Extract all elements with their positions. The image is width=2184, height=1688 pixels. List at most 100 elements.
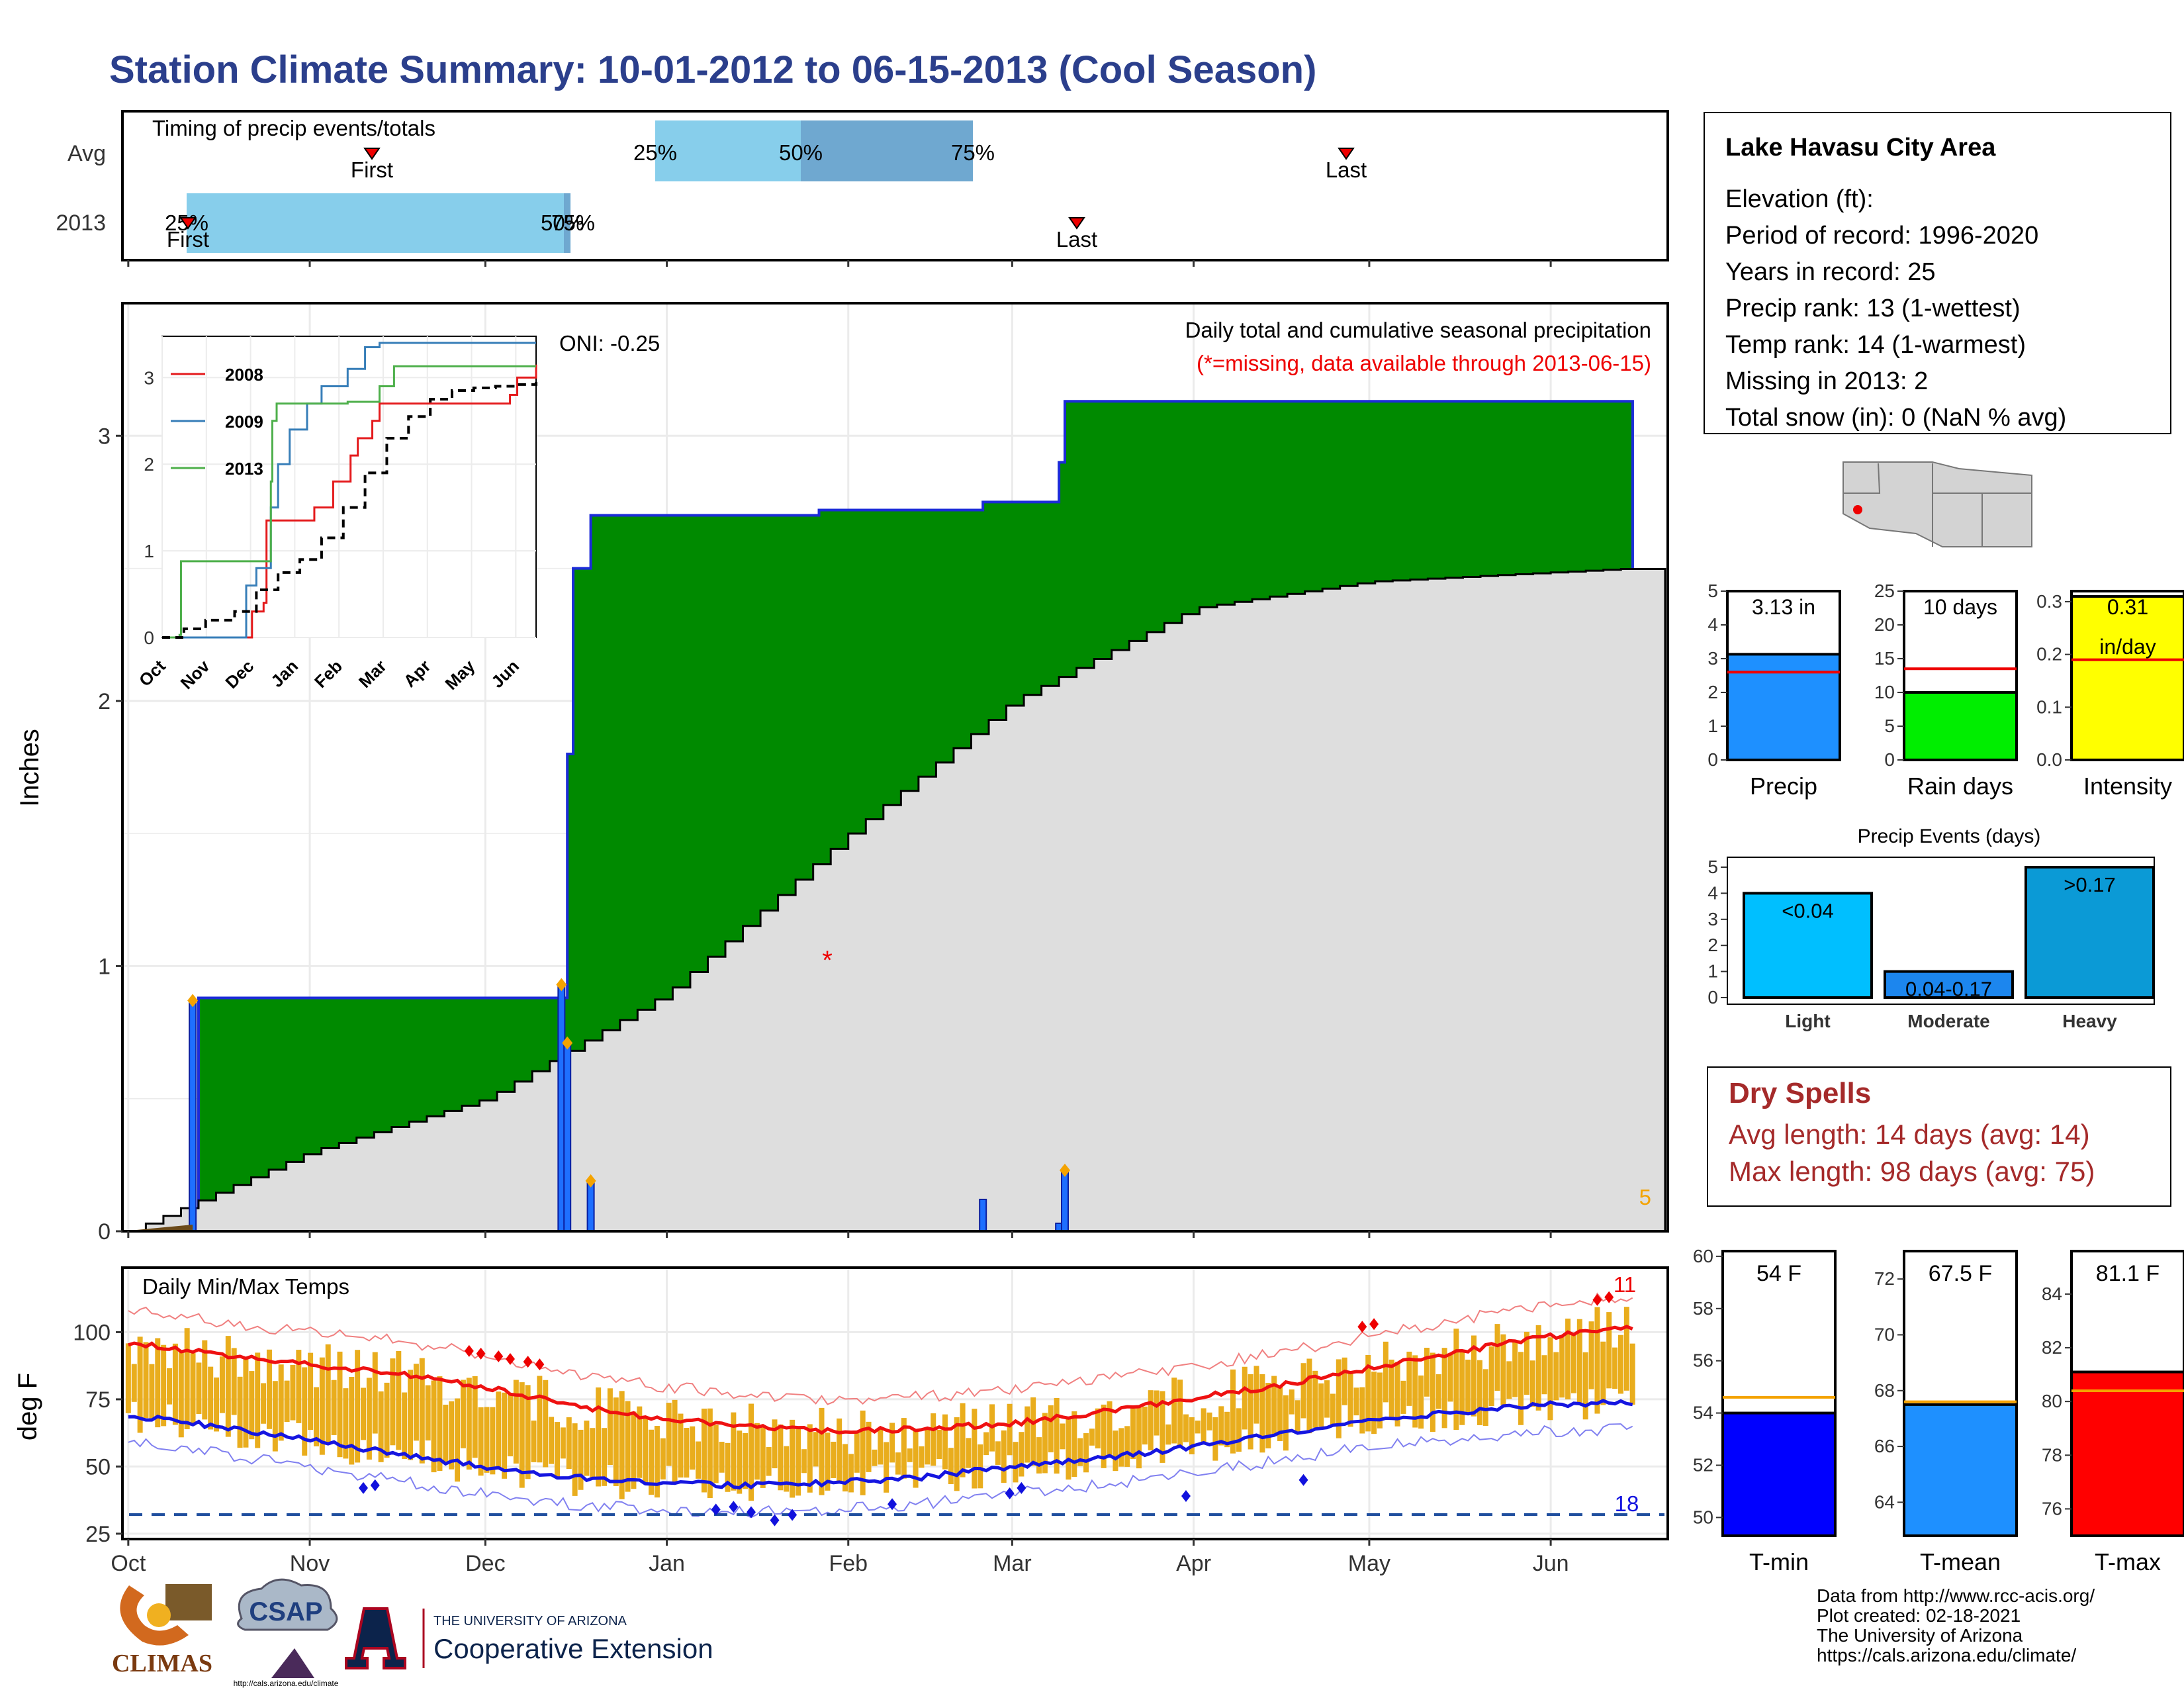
daily-temp-bar (507, 1393, 513, 1457)
daily-temp-bar (884, 1442, 889, 1493)
daily-temp-bar (384, 1382, 390, 1458)
daily-temp-bar (149, 1364, 155, 1421)
precip-events: Precip Events (days) 0 1 2 3 4 5 <0.04 Light 0.0… (1707, 825, 2155, 1031)
daily-temp-bar (1042, 1413, 1048, 1474)
events-tick-label: 1 (1707, 961, 1718, 982)
inset-series-2009 (162, 342, 536, 639)
daily-temp-bar (478, 1407, 484, 1476)
daily-temp-bar (684, 1428, 690, 1478)
daily-temp-bar (1529, 1360, 1535, 1407)
daily-temp-bar (1136, 1407, 1142, 1469)
daily-precip-diamond (1059, 1163, 1070, 1177)
mini-bar-tick-label: 0 (1707, 749, 1718, 770)
daily-temp-bar (1312, 1370, 1318, 1428)
daily-temp-bar (637, 1406, 643, 1478)
mini-bar-tick-label: 10 (1874, 682, 1895, 702)
precip-yticks: 0 1 2 3 (98, 424, 1552, 1244)
temp-summary-tick-label: 54 (1693, 1403, 1713, 1423)
temp-summary-tick-label: 60 (1693, 1246, 1713, 1266)
daily-temp-bar (1142, 1406, 1148, 1445)
daily-temp-bar (196, 1362, 202, 1415)
daily-temp-bar (907, 1448, 913, 1462)
daily-temp-bar (1559, 1335, 1565, 1398)
dry-max-line: Max length: 98 days (avg: 75) (1729, 1156, 2095, 1187)
daily-temp-bar (554, 1422, 560, 1478)
daily-temp-bar (502, 1392, 508, 1479)
daily-temp-bar (284, 1380, 290, 1423)
daily-temp-bar (1036, 1437, 1042, 1474)
temp-frame (121, 1266, 1669, 1540)
daily-temp-bar (1318, 1383, 1324, 1427)
daily-temp-bar (1600, 1341, 1606, 1405)
events-bar (1884, 970, 2014, 999)
daily-precip-diamond (585, 1174, 596, 1188)
temp-summary-tick-label: 70 (1874, 1324, 1895, 1344)
mini-bar-value-text: 10 days (1923, 595, 1997, 619)
temp-xtick-label: Jan (649, 1551, 685, 1576)
temp-xtick-label: Dec (465, 1551, 505, 1576)
daily-temp-bar (931, 1413, 936, 1466)
events-bar (1743, 892, 1873, 1000)
temp-xtick-label: Mar (993, 1551, 1032, 1576)
daily-temp-bar (1324, 1380, 1330, 1418)
daily-temp-bar (901, 1418, 907, 1479)
daily-temp-bar (402, 1392, 408, 1460)
temp-summary-value (1903, 1403, 2018, 1538)
mini-bar-tick-label: 5 (1707, 581, 1718, 601)
daily-temp-bar (237, 1376, 243, 1448)
temp-xtick-label: Nov (290, 1551, 330, 1576)
daily-temp-bar (1124, 1426, 1130, 1467)
events-bar-label: Heavy (2062, 1011, 2117, 1031)
daily-temp-bar (308, 1352, 314, 1430)
temp-summary-tick-label: 66 (1874, 1436, 1895, 1456)
daily-temp-bar (837, 1418, 842, 1483)
temp-summary-tick-label: 82 (2042, 1337, 2062, 1358)
mini-bar-label: Precip (1750, 773, 1817, 800)
daily-temp-bar (266, 1349, 272, 1429)
temp-summary-text: 54 F (1756, 1261, 1801, 1286)
daily-temp-bar (1177, 1380, 1183, 1447)
temp-record-diamond (1181, 1490, 1191, 1503)
events-title: Precip Events (days) (1858, 825, 2041, 847)
daily-temp-bar (261, 1383, 267, 1424)
daily-temp-bar (654, 1426, 660, 1498)
daily-temp-bar (737, 1430, 743, 1494)
daily-temp-bar (1512, 1340, 1518, 1397)
temp-yticks: 25 50 75 100 (73, 1320, 122, 1547)
daily-temp-bar (278, 1364, 284, 1441)
csap-logo: CSAP http://cals.arizona.edu/climate (234, 1578, 339, 1688)
y2013-last-label: Last (1056, 227, 1097, 252)
daily-temp-bar (1154, 1390, 1160, 1436)
daily-temp-bar (1071, 1411, 1077, 1477)
daily-temp-bar (596, 1387, 602, 1487)
y2013-iqr-high (564, 193, 570, 253)
daily-temp-bar (1271, 1376, 1277, 1436)
daily-temp-bar (1289, 1389, 1295, 1415)
temp-summary-value (2070, 1370, 2184, 1537)
daily-temp-bar (1024, 1406, 1030, 1463)
daily-temp-bar (743, 1432, 749, 1489)
daily-temp-bar (1412, 1355, 1418, 1428)
daily-temp-bar (707, 1408, 713, 1498)
daily-temp-bar (819, 1407, 825, 1495)
temp-ytick-label: 25 (85, 1522, 111, 1547)
cold-count: 18 (1615, 1491, 1639, 1516)
mini-bar-tick-label: 20 (1874, 614, 1895, 635)
temp-record-diamond (887, 1498, 897, 1511)
precip-ylabel: Inches (15, 729, 44, 807)
daily-temp-bar (1506, 1361, 1512, 1399)
temp-xtick-label: May (1348, 1551, 1390, 1576)
events-bar-text: >0.17 (2064, 873, 2115, 896)
dry-avg-line: Avg length: 14 days (avg: 14) (1729, 1119, 2090, 1150)
daily-temp-bar (825, 1432, 831, 1491)
daily-temp-bar (1576, 1319, 1582, 1405)
temp-record-diamond (523, 1356, 533, 1368)
daily-temp-bar (1189, 1417, 1195, 1454)
dry-spells: Dry Spells Avg length: 14 days (avg: 14)… (1707, 1066, 2171, 1207)
daily-temp-bar (1253, 1366, 1259, 1424)
daily-temp-bar (672, 1399, 678, 1482)
daily-temp-bar (895, 1452, 901, 1475)
info-line: Precip rank: 13 (1-wettest) (1725, 295, 2021, 322)
daily-temp-bar (290, 1365, 296, 1421)
daily-temp-bar (472, 1376, 478, 1458)
